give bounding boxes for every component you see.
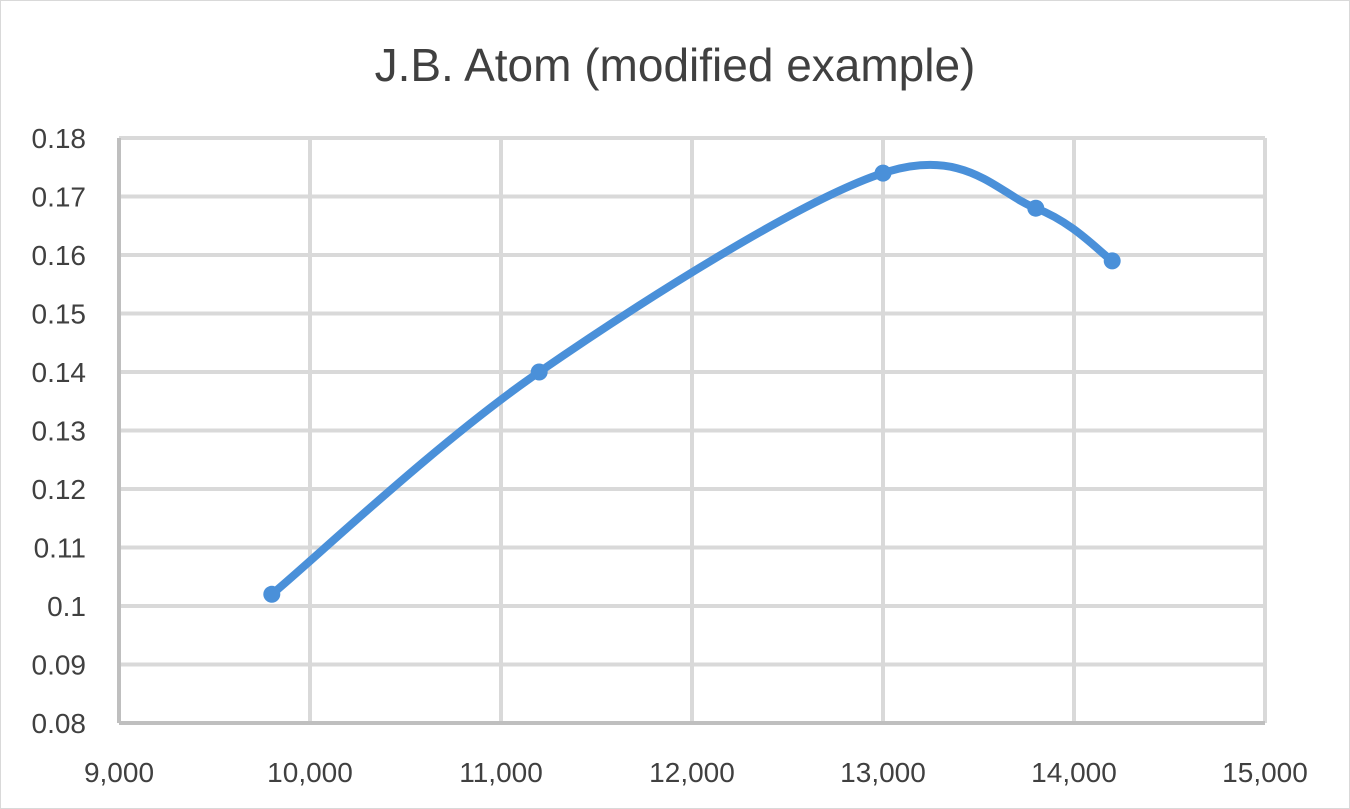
x-tick-label: 11,000 xyxy=(459,757,543,788)
y-tick-label: 0.1 xyxy=(47,591,86,622)
x-tick-label: 9,000 xyxy=(84,757,154,788)
y-tick-label: 0.11 xyxy=(34,533,86,564)
x-tick-label: 10,000 xyxy=(267,757,353,788)
y-tick-label: 0.18 xyxy=(32,123,87,154)
y-tick-label: 0.15 xyxy=(32,299,87,330)
y-tick-label: 0.16 xyxy=(32,240,87,271)
x-tick-label: 12,000 xyxy=(649,757,735,788)
y-tick-label: 0.12 xyxy=(32,474,87,505)
y-tick-label: 0.08 xyxy=(32,708,87,739)
x-tick-label: 14,000 xyxy=(1031,757,1117,788)
y-tick-label: 0.17 xyxy=(32,182,87,213)
data-point xyxy=(874,164,892,182)
x-tick-label: 13,000 xyxy=(840,757,926,788)
data-point xyxy=(1103,252,1121,270)
data-point xyxy=(263,585,281,603)
y-tick-label: 0.13 xyxy=(32,416,87,447)
data-point xyxy=(1027,199,1045,217)
y-tick-label: 0.09 xyxy=(32,650,87,681)
y-tick-label: 0.14 xyxy=(32,357,87,388)
x-tick-label: 15,000 xyxy=(1222,757,1308,788)
data-point xyxy=(530,363,548,381)
chart-title: J.B. Atom (modified example) xyxy=(374,39,976,91)
